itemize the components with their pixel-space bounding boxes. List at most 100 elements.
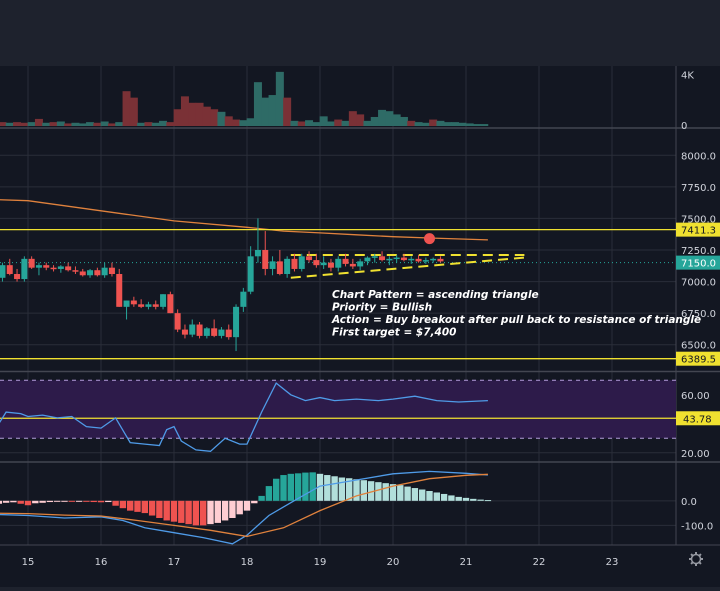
signal-marker [424, 233, 435, 245]
macd-histogram-bar [470, 498, 477, 501]
volume-bar [71, 122, 80, 126]
volume-bar [13, 122, 22, 126]
moving-average-line [0, 199, 488, 241]
volume-bar [297, 121, 306, 126]
volume-bar [443, 122, 452, 126]
candle-body [386, 258, 393, 261]
volume-bar [392, 114, 401, 126]
volume-bar [5, 122, 14, 126]
candle-body [327, 262, 334, 268]
macd-histogram-bar [170, 500, 178, 522]
volume-bar [421, 122, 430, 126]
macd-histogram-bar [360, 480, 367, 501]
candle-body [342, 258, 349, 264]
candle-body [298, 256, 305, 269]
macd-histogram-bar [404, 486, 411, 501]
candle-body [218, 329, 225, 336]
candle-body [284, 258, 291, 274]
volume-bar [217, 111, 226, 126]
macd-histogram-bar [54, 500, 61, 502]
candle-body [108, 267, 115, 274]
macd-histogram-bar [83, 500, 90, 502]
candle-body [72, 270, 79, 272]
time-tick-label: 18 [241, 557, 254, 568]
volume-bar [472, 124, 481, 126]
time-tick-label: 23 [606, 557, 619, 568]
macd-histogram-bar [287, 473, 294, 501]
volume-bar [451, 122, 460, 126]
volume-tick-label: 0 [681, 121, 687, 132]
macd-histogram-bar [200, 500, 207, 526]
level-label-bg [676, 222, 720, 237]
volume-panel [0, 71, 489, 126]
macd-histogram-bar [134, 500, 141, 512]
macd-histogram-bar [309, 472, 316, 501]
macd-histogram-bar [243, 500, 251, 511]
macd-histogram-bar [214, 500, 221, 523]
candle-body [130, 300, 137, 305]
macd-histogram-bar [367, 481, 375, 501]
macd-histogram-bar [32, 500, 39, 504]
triangle-support-line [290, 256, 525, 279]
time-tick-label: 22 [533, 557, 546, 568]
current-price-label: 7150.0 [681, 259, 716, 270]
macd-histogram-bar [112, 500, 119, 506]
macd-histogram-bar [258, 495, 265, 501]
macd-histogram-bar [455, 496, 462, 501]
candle-body [189, 324, 196, 335]
volume-bar [34, 118, 43, 126]
macd-histogram-bar [251, 500, 258, 504]
macd-histogram-bar [440, 493, 448, 501]
volume-bar [458, 122, 467, 126]
macd-panel [0, 470, 492, 545]
volume-bar [239, 120, 248, 126]
volume-bar [49, 122, 58, 126]
candle-body [50, 267, 57, 270]
rsi-tick-label: 20.00 [681, 449, 710, 460]
time-tick-label: 20 [387, 557, 400, 568]
candle-body [254, 250, 261, 257]
level-label: 7411.3 [681, 226, 716, 237]
macd-histogram-bar [433, 492, 440, 501]
macd-histogram-bar [46, 500, 54, 503]
volume-bar [480, 124, 489, 126]
macd-histogram-bar [375, 482, 382, 501]
volume-bar [429, 119, 438, 126]
candle-body [364, 257, 371, 262]
volume-bar [348, 111, 357, 126]
rsi-level-label: 43.78 [683, 414, 712, 425]
candle-body [357, 261, 364, 267]
macd-histogram-bar [39, 500, 46, 503]
gear-icon[interactable] [689, 552, 703, 566]
candle-body [138, 304, 145, 307]
macd-histogram-bar [178, 500, 185, 523]
candle-body [43, 265, 50, 268]
candle-body [28, 258, 35, 268]
price-axis [676, 66, 720, 545]
candle-body [437, 258, 444, 262]
volume-bar [268, 95, 277, 126]
price-tick-label: 6750.0 [681, 309, 716, 320]
volume-bar [166, 122, 175, 126]
macd-histogram-bar [24, 500, 32, 506]
macd-histogram-bar [90, 500, 97, 503]
time-axis [0, 545, 720, 587]
price-tick-label: 6500.0 [681, 341, 716, 352]
macd-histogram-bar [382, 483, 389, 501]
volume-bar [224, 116, 233, 126]
annotation: Chart Pattern = ascending trianglePriori… [331, 289, 701, 339]
volume-bar [312, 122, 321, 126]
volume-bar [27, 122, 36, 126]
macd-tick-label: 0.0 [681, 497, 697, 508]
macd-histogram-bar [2, 500, 10, 503]
candle-body [422, 260, 429, 262]
volume-bar [385, 111, 394, 126]
macd-histogram-bar [389, 484, 397, 501]
candle-body [240, 291, 247, 307]
price-tick-label: 7750.0 [681, 183, 716, 194]
macd-histogram-bar [477, 499, 484, 501]
candle-body [101, 267, 108, 276]
top-bar [0, 0, 720, 66]
axes: 4K 0 8000.0 7750.0 7500.0 7250.0 7000.0 6750.0 6… [22, 70, 720, 568]
